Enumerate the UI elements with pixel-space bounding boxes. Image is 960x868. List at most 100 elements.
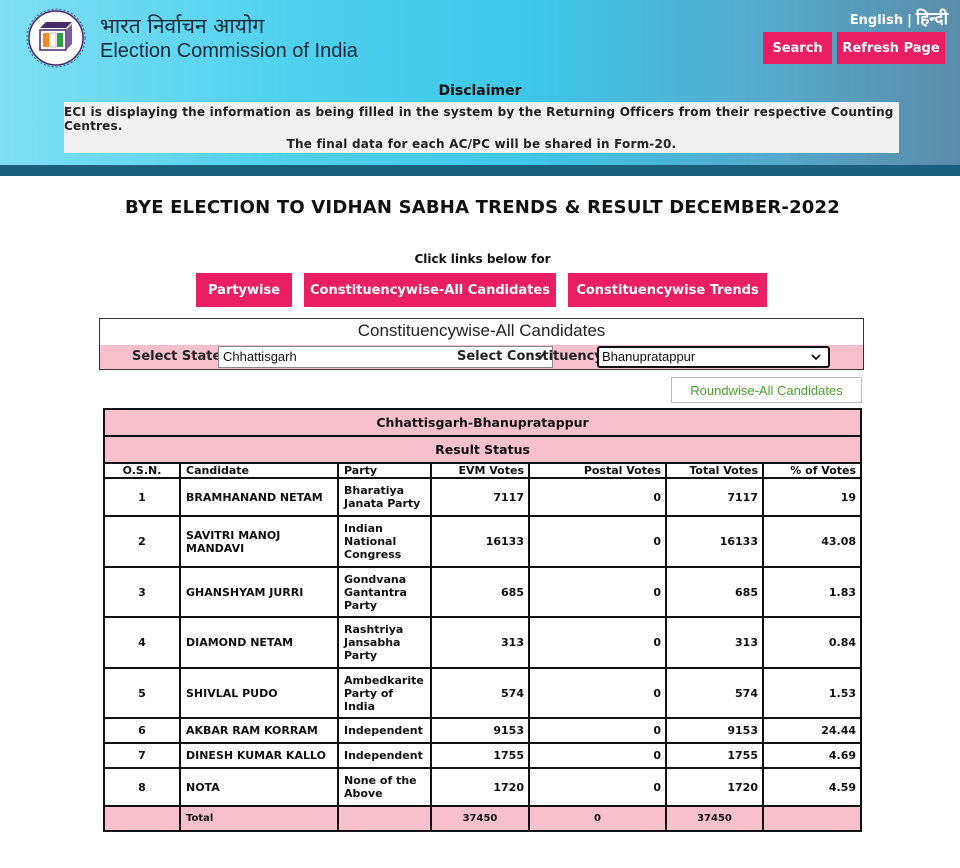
col-postal-votes: Postal Votes xyxy=(528,462,667,479)
total-cell-percent xyxy=(761,805,863,832)
roundwise-all-candidates-button[interactable]: Roundwise-All Candidates xyxy=(671,377,862,403)
cell-postal-votes: 0 xyxy=(528,667,667,719)
selector-title: Constituencywise-All Candidates xyxy=(357,321,606,340)
disclaimer-box: ECI is displaying the information as bei… xyxy=(64,102,899,153)
cell-evm-votes: 685 xyxy=(430,566,530,618)
chevron-down-icon xyxy=(810,348,822,369)
disclaimer-line-2: The final data for each AC/PC will be sh… xyxy=(286,136,677,151)
cell-evm-votes: 574 xyxy=(430,667,530,719)
cell-percent-votes: 19 xyxy=(761,477,863,517)
total-cell-party xyxy=(337,805,432,832)
cell-osn: 7 xyxy=(103,742,181,769)
results-heading: Chhattisgarh-Bhanupratappur xyxy=(102,408,863,437)
results-table: Chhattisgarh-Bhanupratappur Result Statu… xyxy=(102,408,863,832)
col-party: Party xyxy=(337,462,432,479)
cell-percent-votes: 1.53 xyxy=(761,667,863,719)
constituencywise-all-candidates-link-button[interactable]: Constituencywise-All Candidates xyxy=(304,273,556,307)
header-divider-band xyxy=(0,165,960,176)
cell-candidate: DINESH KUMAR KALLO xyxy=(179,742,339,769)
constituencywise-trends-link-button[interactable]: Constituencywise Trends xyxy=(568,273,767,307)
col-osn: O.S.N. xyxy=(103,462,181,479)
links-caption: Click links below for xyxy=(414,252,551,266)
table-row: 5 SHIVLAL PUDO Ambedkarite Party of Indi… xyxy=(103,667,863,719)
cell-total-votes: 313 xyxy=(665,616,764,669)
cell-party: Gondvana Gantantra Party xyxy=(337,566,432,618)
cell-osn: 5 xyxy=(103,667,181,719)
cell-candidate: GHANSHYAM JURRI xyxy=(179,566,339,618)
cell-percent-votes: 4.59 xyxy=(761,767,863,807)
cell-evm-votes: 9153 xyxy=(430,717,530,744)
constituency-select[interactable]: Bhanupratappur xyxy=(597,346,830,368)
cell-postal-votes: 0 xyxy=(528,566,667,618)
cell-osn: 3 xyxy=(103,566,181,618)
cell-party: Independent xyxy=(337,742,432,769)
disclaimer-line-1: ECI is displaying the information as bei… xyxy=(64,104,894,133)
cell-total-votes: 16133 xyxy=(665,515,764,568)
result-status-row: Result Status xyxy=(102,435,863,464)
disclaimer-title: Disclaimer xyxy=(438,83,522,99)
col-candidate: Candidate xyxy=(179,462,339,479)
total-row: Total 37450 0 37450 xyxy=(103,805,863,832)
cell-percent-votes: 43.08 xyxy=(761,515,863,568)
cell-candidate: AKBAR RAM KORRAM xyxy=(179,717,339,744)
cell-candidate: DIAMOND NETAM xyxy=(179,616,339,669)
org-name-hindi: भारत निर्वाचन आयोग xyxy=(100,14,265,38)
cell-postal-votes: 0 xyxy=(528,742,667,769)
cell-osn: 4 xyxy=(103,616,181,669)
total-cell-osn xyxy=(103,805,181,832)
cell-total-votes: 1720 xyxy=(665,767,764,807)
constituency-selector-panel: Constituencywise-All Candidates Select S… xyxy=(99,318,864,370)
table-row: 6 AKBAR RAM KORRAM Independent 9153 0 91… xyxy=(103,717,863,744)
table-row: 2 SAVITRI MANOJ MANDAVI Indian National … xyxy=(103,515,863,568)
cell-percent-votes: 24.44 xyxy=(761,717,863,744)
table-row: 3 GHANSHYAM JURRI Gondvana Gantantra Par… xyxy=(103,566,863,618)
cell-percent-votes: 1.83 xyxy=(761,566,863,618)
cell-candidate: SAVITRI MANOJ MANDAVI xyxy=(179,515,339,568)
search-button[interactable]: Search xyxy=(763,32,832,64)
cell-percent-votes: 0.84 xyxy=(761,616,863,669)
cell-party: Bharatiya Janata Party xyxy=(337,477,432,517)
cell-evm-votes: 1755 xyxy=(430,742,530,769)
cell-evm-votes: 7117 xyxy=(430,477,530,517)
col-percent-votes: % of Votes xyxy=(761,462,863,479)
col-total-votes: Total Votes xyxy=(665,462,764,479)
cell-total-votes: 9153 xyxy=(665,717,764,744)
table-row: 8 NOTA None of the Above 1720 0 1720 4.5… xyxy=(103,767,863,807)
total-total-votes: 37450 xyxy=(665,805,764,832)
cell-total-votes: 1755 xyxy=(665,742,764,769)
lang-hindi-link[interactable]: हिन्दी xyxy=(915,9,948,29)
chevron-down-icon xyxy=(534,347,546,368)
state-select-label: Select State xyxy=(132,349,222,364)
lang-english-link[interactable]: English xyxy=(849,13,904,28)
col-evm-votes: EVM Votes xyxy=(430,462,530,479)
org-name-english: Election Commission of India xyxy=(100,40,358,62)
cell-party: None of the Above xyxy=(337,767,432,807)
cell-evm-votes: 313 xyxy=(430,616,530,669)
language-switcher: English | हिन्दी xyxy=(850,6,948,29)
cell-osn: 6 xyxy=(103,717,181,744)
cell-postal-votes: 0 xyxy=(528,767,667,807)
cell-candidate: NOTA xyxy=(179,767,339,807)
eci-logo-icon[interactable] xyxy=(16,8,96,68)
cell-party: Rashtriya Jansabha Party xyxy=(337,616,432,669)
state-select[interactable]: Chhattisgarh xyxy=(218,346,553,368)
cell-osn: 1 xyxy=(103,477,181,517)
cell-postal-votes: 0 xyxy=(528,717,667,744)
selector-row: Select State Chhattisgarh Select Constit… xyxy=(100,345,863,369)
refresh-page-button[interactable]: Refresh Page xyxy=(837,32,945,64)
page-title: BYE ELECTION TO VIDHAN SABHA TRENDS & RE… xyxy=(125,197,840,218)
cell-osn: 8 xyxy=(103,767,181,807)
constituency-select-label: Select Constituency xyxy=(457,349,603,364)
total-label: Total xyxy=(179,805,339,832)
cell-total-votes: 574 xyxy=(665,667,764,719)
cell-postal-votes: 0 xyxy=(528,477,667,517)
cell-party: Indian National Congress xyxy=(337,515,432,568)
table-row: 7 DINESH KUMAR KALLO Independent 1755 0 … xyxy=(103,742,863,769)
partywise-link-button[interactable]: Partywise xyxy=(196,273,292,307)
state-select-value: Chhattisgarh xyxy=(223,349,297,364)
results-heading-row: Chhattisgarh-Bhanupratappur xyxy=(102,408,863,437)
cell-percent-votes: 4.69 xyxy=(761,742,863,769)
cell-candidate: SHIVLAL PUDO xyxy=(179,667,339,719)
constituency-select-value: Bhanupratappur xyxy=(602,349,696,364)
cell-evm-votes: 16133 xyxy=(430,515,530,568)
